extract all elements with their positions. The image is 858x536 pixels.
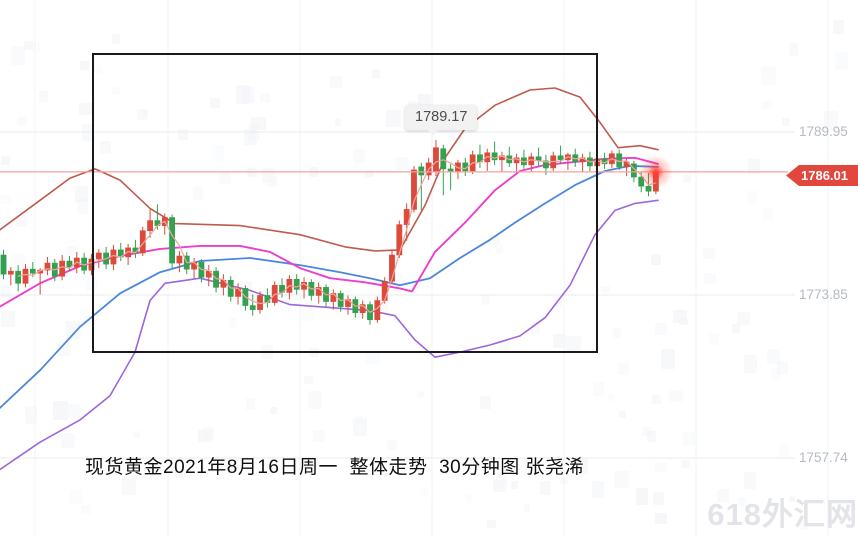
high-price-tooltip-value: 1789.17	[415, 109, 468, 125]
high-price-tooltip: 1789.17	[405, 105, 478, 136]
tooltip-pointer-icon	[427, 129, 439, 136]
current-price-value: 1786.01	[801, 168, 848, 183]
chart-caption: 现货黄金2021年8月16日周一 整体走势 30分钟图 张尧浠	[85, 457, 584, 478]
current-price-badge: 1786.01	[786, 165, 858, 186]
site-watermark: 618外汇网	[707, 497, 858, 532]
